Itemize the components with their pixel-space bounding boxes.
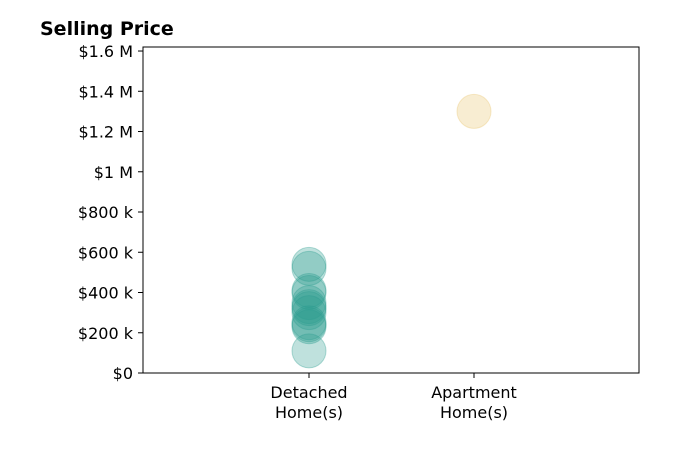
plot-frame xyxy=(142,46,640,374)
y-tick-label: $1.6 M xyxy=(78,42,133,61)
data-point xyxy=(291,285,327,321)
y-tick-label: $600 k xyxy=(78,243,134,262)
y-tick-label: $1.4 M xyxy=(78,82,133,101)
y-tick-label: $400 k xyxy=(78,284,134,303)
y-tick-label: $1 M xyxy=(94,163,133,182)
data-point xyxy=(291,291,327,327)
x-tick-label: Apartment xyxy=(431,383,517,402)
x-tick-label: Detached xyxy=(270,383,347,402)
chart-title: Selling Price xyxy=(40,18,174,40)
data-point xyxy=(291,275,327,311)
plot-area xyxy=(142,46,640,374)
data-point xyxy=(291,250,327,286)
data-point xyxy=(291,295,327,331)
x-tick-label: Home(s) xyxy=(440,403,508,422)
data-point xyxy=(291,272,327,308)
data-point xyxy=(291,307,327,343)
y-tick-label: $0 xyxy=(113,364,133,383)
data-point xyxy=(291,305,327,341)
data-point xyxy=(291,289,327,325)
data-point xyxy=(456,93,492,129)
y-tick-label: $1.2 M xyxy=(78,123,133,142)
x-tick-label: Home(s) xyxy=(275,403,343,422)
data-point xyxy=(291,309,327,345)
data-point xyxy=(291,246,327,282)
y-tick-label: $800 k xyxy=(78,203,134,222)
y-axis: $0 $200 k $400 k $600 k $800 k $1 M $1.2 M $1.4… xyxy=(78,42,143,383)
data-point xyxy=(291,333,327,369)
y-tick-label: $200 k xyxy=(78,324,134,343)
data-points xyxy=(291,93,492,369)
